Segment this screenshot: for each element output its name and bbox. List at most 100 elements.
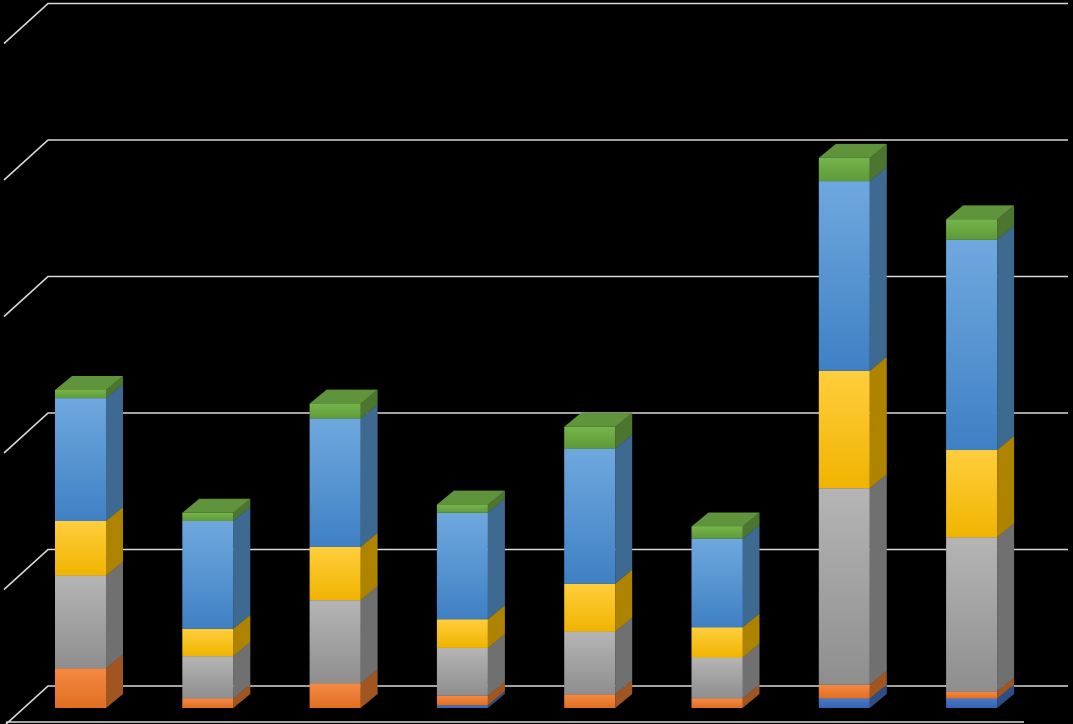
bar-segment-front <box>818 157 870 182</box>
gridlines <box>3 2 1068 724</box>
bar-segment-front <box>818 698 870 708</box>
bar-segment-front <box>818 488 870 685</box>
bar-stack-1 <box>55 375 123 708</box>
bar-segment-front <box>946 691 998 699</box>
bar-segment-front <box>55 575 106 669</box>
bar-segment-side <box>997 677 1015 699</box>
bar-stack-3 <box>309 389 378 708</box>
gridline-4 <box>3 139 1068 181</box>
bar-segment-side <box>233 642 251 699</box>
bar-segment-front <box>691 538 743 628</box>
bar-segment-front <box>55 389 106 399</box>
bar-segment-front <box>691 657 743 699</box>
bar-segment-side <box>869 167 887 371</box>
bar-stack-8 <box>946 205 1015 708</box>
bar-segment-front <box>436 705 488 708</box>
bar-segment-side <box>742 684 760 708</box>
bar-top-cap <box>309 389 378 404</box>
bar-segment-side <box>487 498 505 620</box>
bar-stack-5 <box>564 412 633 708</box>
bar-segment-front <box>946 219 998 240</box>
bar-segment-side <box>233 614 251 657</box>
bar-segment-side <box>487 605 505 648</box>
bar-segment-side <box>742 524 760 628</box>
bar-segment-side <box>997 225 1015 451</box>
gridline-1 <box>3 548 1068 591</box>
bar-stack-6 <box>691 512 760 708</box>
bar-segment-side <box>360 669 378 708</box>
gridline-5 <box>3 2 1068 45</box>
bar-segment-front <box>309 546 361 601</box>
bar-segment-front <box>436 619 488 648</box>
bar-segment-front <box>946 537 998 692</box>
bar-segment-front <box>564 631 616 695</box>
bar-segment-front <box>309 600 361 684</box>
bar-segment-side <box>233 506 251 629</box>
bar-segment-front <box>182 520 234 629</box>
bar-segment-side <box>233 684 251 708</box>
bar-segment-side <box>106 506 123 576</box>
gridline-0 <box>5 685 1068 724</box>
bar-segment-front <box>436 504 488 513</box>
bar-top-cap <box>55 375 123 390</box>
bar-segment-side <box>615 617 633 695</box>
bar-segment-front <box>309 683 361 708</box>
bar-segment-side <box>742 643 760 699</box>
bar-segment-side <box>615 680 633 708</box>
bar-segment-side <box>487 681 505 706</box>
bar-segment-side <box>997 436 1015 538</box>
bar-top-cap <box>182 498 251 513</box>
bar-segment-side <box>360 389 378 419</box>
bar-segment-side <box>106 384 123 521</box>
bar-segment-side <box>487 633 505 696</box>
bar-segment-side <box>742 512 760 539</box>
bar-segment-side <box>997 523 1015 692</box>
bar-segment-front <box>436 512 488 620</box>
bar-top-cap <box>564 412 633 427</box>
bar-segment-front <box>691 526 743 539</box>
bar-segment-side <box>997 684 1015 708</box>
bar-segment-front <box>309 418 361 547</box>
bar-top-cap <box>436 490 505 505</box>
bar-segment-side <box>997 205 1015 240</box>
bar-segment-front <box>182 698 234 708</box>
bar-segment-side <box>615 434 633 584</box>
bar-segment-side <box>106 561 123 669</box>
bar-segment-front <box>818 684 870 699</box>
bar-segment-side <box>360 586 378 684</box>
bar-segment-side <box>106 654 123 708</box>
bar-segment-side <box>869 356 887 489</box>
bar-segment-front <box>436 695 488 706</box>
bar-segment-side <box>869 670 887 699</box>
bar-segment-front <box>691 627 743 658</box>
bar-segment-side <box>487 490 505 513</box>
bar-segment-front <box>564 694 616 708</box>
bar-stack-2 <box>182 498 251 708</box>
bar-segment-side <box>360 532 378 601</box>
bar-segment-side <box>869 684 887 708</box>
bar-segment-side <box>106 375 123 399</box>
bar-segment-front <box>691 698 743 708</box>
bar-stack-7 <box>818 143 887 708</box>
bar-top-cap <box>946 205 1015 220</box>
bar-segment-front <box>818 181 870 371</box>
bars <box>55 143 1015 708</box>
bar-segment-front <box>55 668 106 708</box>
bar-segment-front <box>55 398 106 521</box>
bar-segment-front <box>564 583 616 632</box>
bar-segment-side <box>615 412 633 449</box>
bar-top-cap <box>818 143 887 158</box>
bar-segment-front <box>946 450 998 538</box>
bar-segment-side <box>869 143 887 182</box>
bar-segment-front <box>182 656 234 699</box>
bar-segment-front <box>564 448 616 584</box>
bar-segment-side <box>615 569 633 632</box>
bar-segment-front <box>564 426 616 449</box>
bar-stack-4 <box>436 490 505 708</box>
bar-segment-front <box>182 628 234 657</box>
bar-segment-side <box>869 474 887 685</box>
bar-top-cap <box>691 512 760 527</box>
bar-segment-front <box>55 520 106 576</box>
